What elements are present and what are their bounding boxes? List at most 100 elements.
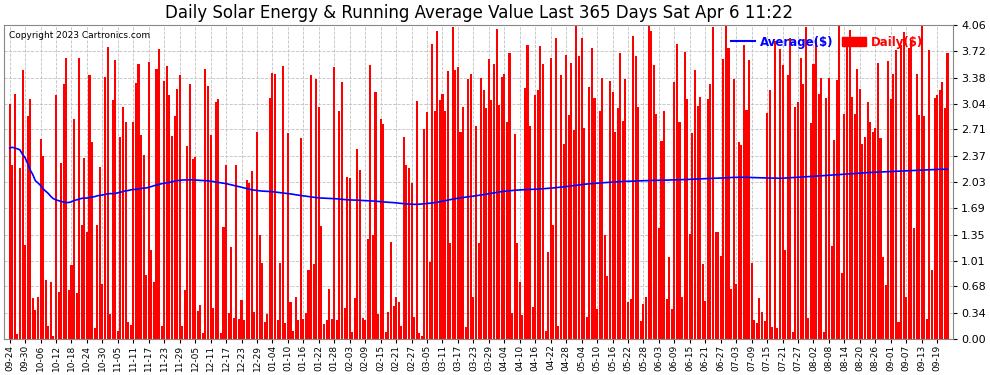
Bar [339,111,341,339]
Bar [866,102,868,339]
Bar [591,48,593,339]
Bar [218,99,220,339]
Bar [258,235,260,339]
Bar [191,159,194,339]
Bar [405,165,408,339]
Bar [633,36,635,339]
Bar [606,276,609,339]
Bar [364,320,366,339]
Bar [382,124,384,339]
Bar [554,38,557,339]
Bar [895,50,897,339]
Bar [704,301,706,339]
Bar [583,128,585,339]
Bar [475,126,477,339]
Bar [276,320,278,339]
Bar [663,111,665,339]
Bar [37,297,39,339]
Bar [851,98,853,339]
Bar [424,129,426,339]
Bar [506,122,508,339]
Bar [14,94,16,339]
Bar [596,309,598,339]
Bar [678,122,680,339]
Bar [236,165,238,339]
Bar [256,132,258,339]
Bar [755,323,758,339]
Bar [781,65,784,339]
Bar [723,59,725,339]
Bar [445,111,446,339]
Bar [588,87,590,339]
Bar [820,78,823,339]
Bar [263,322,265,339]
Bar [78,57,80,339]
Bar [403,138,405,339]
Bar [707,99,709,339]
Bar [140,135,143,339]
Bar [818,94,820,339]
Bar [30,99,32,339]
Bar [472,297,474,339]
Bar [408,168,410,339]
Bar [250,171,252,339]
Bar [742,45,744,339]
Bar [143,155,145,339]
Bar [197,311,199,339]
Bar [565,55,567,339]
Bar [522,315,524,339]
Bar [562,144,564,339]
Bar [11,165,13,339]
Bar [73,119,75,339]
Bar [537,90,539,339]
Bar [432,44,434,339]
Bar [918,115,920,339]
Bar [109,314,111,339]
Bar [789,38,791,339]
Bar [921,26,923,339]
Bar [761,312,763,339]
Bar [302,320,304,339]
Bar [831,246,833,339]
Bar [279,262,281,339]
Bar [470,75,472,339]
Bar [813,64,815,339]
Bar [547,252,549,339]
Bar [168,95,170,339]
Bar [745,110,747,339]
Bar [676,44,678,339]
Bar [152,282,155,339]
Bar [527,45,529,339]
Bar [334,67,336,339]
Bar [560,75,562,339]
Bar [488,59,490,339]
Bar [315,79,317,339]
Bar [117,331,119,339]
Bar [19,168,21,339]
Bar [511,313,513,339]
Bar [348,178,350,339]
Bar [833,140,836,339]
Bar [549,58,551,339]
Bar [542,64,544,339]
Bar [377,314,379,339]
Bar [202,333,204,339]
Bar [514,134,516,339]
Bar [797,102,799,339]
Bar [490,100,492,339]
Bar [269,98,271,339]
Bar [457,67,459,339]
Bar [771,327,773,339]
Bar [150,250,152,339]
Bar [503,74,505,339]
Bar [601,78,603,339]
Bar [361,318,363,339]
Bar [699,97,701,339]
Bar [843,114,845,339]
Bar [204,69,207,339]
Bar [328,289,330,339]
Bar [575,26,577,339]
Bar [879,138,881,339]
Bar [225,165,227,339]
Bar [516,243,518,339]
